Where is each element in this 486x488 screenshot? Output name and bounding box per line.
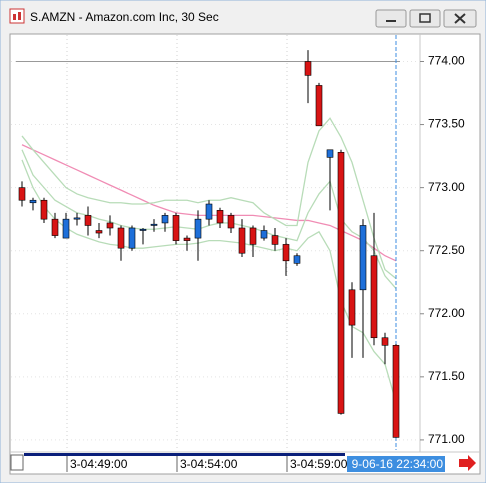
x-tick-label: 3-04:54:00 (180, 457, 238, 471)
candle-body (370, 255, 378, 339)
candle-body (227, 215, 235, 229)
candle-body (139, 228, 147, 231)
candle-body (106, 222, 114, 229)
candle-body (29, 199, 37, 204)
candle-body (205, 203, 213, 220)
candle-body (51, 218, 59, 236)
y-tick-label: 771.00 (428, 432, 465, 446)
candle-body (249, 227, 257, 245)
candle-body (381, 337, 389, 346)
maximize-button[interactable] (409, 9, 441, 28)
app-icon-bar (18, 12, 21, 20)
candle-body (392, 345, 400, 438)
candle-body (62, 218, 70, 239)
candle-body (117, 227, 125, 249)
candle-body (73, 217, 81, 220)
candle-body (348, 289, 356, 326)
candle-body (95, 230, 103, 234)
app-icon-bar (13, 14, 16, 20)
candle-body (304, 61, 312, 76)
candle-body (128, 227, 136, 249)
candle-body (282, 244, 290, 262)
maximize-icon (419, 13, 431, 23)
window-title: S.AMZN - Amazon.com Inc, 30 Sec (30, 10, 219, 24)
candle-body (337, 152, 345, 414)
chart-panel (9, 33, 481, 475)
scrollbar[interactable] (24, 453, 345, 456)
y-tick-label: 771.50 (428, 369, 465, 383)
y-tick-label: 772.00 (428, 306, 465, 320)
minimize-button[interactable] (375, 9, 407, 28)
close-icon (454, 13, 466, 24)
candle-body (84, 215, 92, 226)
x-tick-label: 3-04:49:00 (70, 457, 128, 471)
overlay-line (21, 159, 397, 403)
scroll-thumb[interactable] (10, 454, 24, 471)
cursor-time-label: 9-06-16 22:34:00 (352, 457, 444, 471)
candle-body (238, 227, 246, 254)
candle-body (260, 230, 268, 239)
candle-body (216, 210, 224, 224)
app-icon (9, 8, 25, 24)
candle-body (271, 235, 279, 245)
candle-body (315, 85, 323, 127)
y-tick-label: 773.00 (428, 180, 465, 194)
candle-body (172, 215, 180, 241)
candle-body (183, 237, 191, 241)
candle-body (359, 225, 367, 291)
cursor-time-box (347, 456, 445, 472)
candle-body (161, 215, 169, 224)
candle-body (194, 218, 202, 239)
candle-body (326, 149, 334, 158)
candle-body (293, 255, 301, 264)
candle-body (150, 223, 158, 226)
candle-body (18, 187, 26, 201)
scroll-right-arrow[interactable] (459, 455, 476, 471)
candle-body (40, 199, 48, 220)
y-tick-label: 772.50 (428, 243, 465, 257)
y-tick-label: 774.00 (428, 54, 465, 68)
x-tick-label: 3-04:59:00 (290, 457, 348, 471)
y-tick-label: 773.50 (428, 117, 465, 131)
